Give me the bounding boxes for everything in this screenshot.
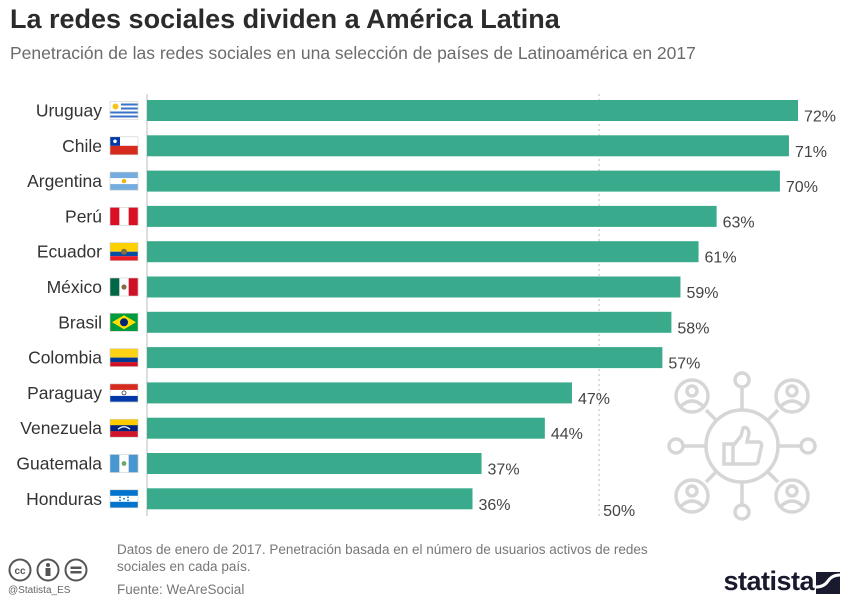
flag-mexico-icon xyxy=(109,277,139,297)
category-label: Venezuela xyxy=(20,418,102,438)
bar-row-honduras: Honduras 36% xyxy=(26,488,511,514)
chart-title: La redes sociales dividen a América Lati… xyxy=(10,4,560,34)
bar-row-uruguay: Uruguay 72% xyxy=(36,100,836,126)
no-derivatives-icon[interactable] xyxy=(64,558,88,582)
data-label: 71% xyxy=(795,144,827,161)
category-label: Ecuador xyxy=(37,242,102,262)
data-label: 44% xyxy=(551,426,583,443)
bar-row-argentina: Argentina 70% xyxy=(27,170,818,196)
bar xyxy=(147,311,672,333)
category-label: Perú xyxy=(65,206,102,226)
category-label: Uruguay xyxy=(36,101,102,121)
bar xyxy=(147,241,699,263)
bar-row-venezuela: Venezuela 44% xyxy=(20,417,583,443)
data-label: 36% xyxy=(479,497,511,514)
data-label: 58% xyxy=(677,320,709,337)
bar-row-mexico: México 59% xyxy=(47,276,718,302)
data-label: 70% xyxy=(786,179,818,196)
data-label: 59% xyxy=(686,285,718,302)
social-network-icon xyxy=(667,371,817,521)
flag-chile-icon xyxy=(109,136,139,156)
bar-row-ecuador: Ecuador 61% xyxy=(37,241,737,267)
category-label: Paraguay xyxy=(27,383,102,403)
bar-row-chile: Chile 71% xyxy=(62,135,827,161)
category-label: Argentina xyxy=(27,171,102,191)
bar xyxy=(147,100,798,121)
bar xyxy=(147,382,572,404)
data-label: 37% xyxy=(488,462,520,479)
footer-handle: @Statista_ES xyxy=(8,585,71,596)
bar xyxy=(147,453,482,474)
chart-subtitle: Penetración de las redes sociales en una… xyxy=(10,43,696,63)
flag-ecuador-icon xyxy=(109,242,139,261)
flag-colombia-icon xyxy=(109,348,139,367)
bar xyxy=(147,488,473,510)
flag-honduras-icon xyxy=(109,489,139,509)
bar xyxy=(147,170,780,192)
bar-row-colombia: Colombia 57% xyxy=(28,347,700,373)
cc-icon[interactable]: cc xyxy=(8,558,32,582)
footer-note: Datos de enero de 2017. Penetración basa… xyxy=(117,542,648,574)
bar-row-paraguay: Paraguay 47% xyxy=(27,382,610,408)
svg-text:cc: cc xyxy=(14,566,26,577)
bar xyxy=(147,276,681,298)
bar-row-brasil: Brasil 58% xyxy=(58,311,709,337)
reference-line-label: 50% xyxy=(603,503,635,520)
footer-source: Fuente: WeAreSocial xyxy=(117,582,245,597)
statista-logo-icon[interactable] xyxy=(816,572,840,594)
category-label: Guatemala xyxy=(16,454,102,474)
category-label: Chile xyxy=(62,136,102,156)
attribution-icon[interactable] xyxy=(36,558,60,582)
category-label: México xyxy=(47,277,102,297)
bar-rows: Uruguay 72% Chile 71% Argentina 70% Perú 63% Ecu… xyxy=(16,100,836,514)
flag-venezuela-icon xyxy=(109,418,139,438)
category-label: Honduras xyxy=(26,489,102,509)
bar xyxy=(147,417,545,439)
data-label: 63% xyxy=(723,214,755,231)
flag-paraguay-icon xyxy=(109,383,139,403)
statista-brand[interactable]: statista xyxy=(723,566,814,596)
bar xyxy=(147,135,789,157)
flag-peru-icon xyxy=(109,207,139,226)
data-label: 72% xyxy=(804,109,836,126)
bar xyxy=(147,347,663,369)
license-icons: cc xyxy=(8,558,88,582)
data-label: 47% xyxy=(578,391,610,408)
category-label: Colombia xyxy=(28,348,102,368)
flag-guatemala-icon xyxy=(109,454,139,473)
bar xyxy=(147,205,717,227)
bar-row-peru: Perú 63% xyxy=(65,205,755,231)
bar-row-guatemala: Guatemala 37% xyxy=(16,453,520,479)
flag-uruguay-icon xyxy=(109,101,139,120)
category-label: Brasil xyxy=(58,312,102,332)
flag-argentina-icon xyxy=(109,171,139,191)
data-label: 57% xyxy=(668,356,700,373)
bar-chart: 50% Uruguay 72% Chile 71% Argentina 70% Perú 63… xyxy=(16,94,836,520)
data-label: 61% xyxy=(705,250,737,267)
flag-brasil-icon xyxy=(109,313,139,332)
